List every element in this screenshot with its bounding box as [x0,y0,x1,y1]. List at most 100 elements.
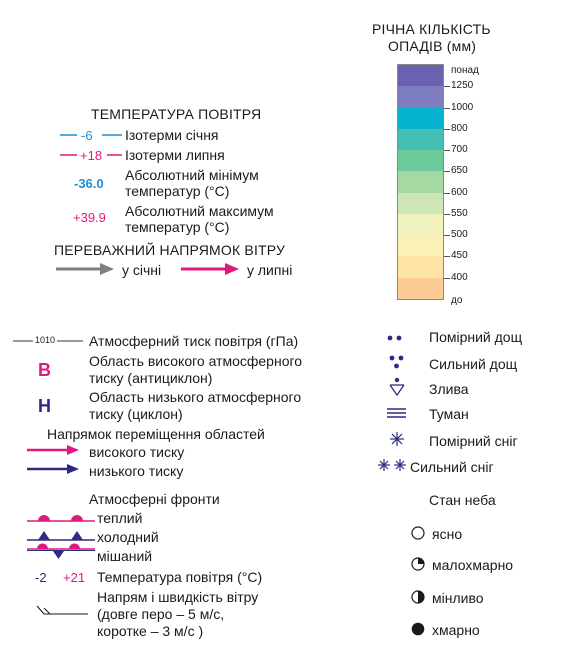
mixed-front-label: мішаний [97,548,153,564]
precip-band [398,150,443,172]
july-isotherm-icon [60,154,122,156]
precip-band [398,65,443,87]
high-movement-label: високого тиску [89,444,185,460]
precip-tick-mark [444,192,450,194]
shower-icon [389,377,405,397]
movement-title: Напрямок переміщення областей [47,426,265,442]
january-wind-label: у січні [122,262,162,278]
three-dots-icon [389,355,404,369]
isobar-label: Атмосферний тиск повітря (гПа) [89,333,299,349]
wind-title: ПЕРЕВАЖНИЙ НАПРЯМОК ВІТРУ [54,242,286,258]
clear-sky-label: ясно [432,526,463,542]
overcast-icon [411,622,425,636]
precip-tick-label: 550 [451,207,468,219]
precip-band [398,235,443,257]
precip-band [398,277,443,300]
precip-band [398,192,443,215]
precip-tick-mark [444,277,450,279]
absolute-maximum-line2: температур (°С) [125,219,230,235]
variable-cloud-icon [411,590,425,604]
wind-barb-line3: коротке – 3 м/с ) [97,623,204,639]
precip-color-scale [397,64,444,300]
shower-label: Злива [429,381,469,397]
overcast-label: хмарно [432,622,480,638]
precip-band [398,107,443,130]
precip-tick-mark [444,128,450,130]
partly-cloudy-icon [411,557,425,571]
warm-front-icon [27,515,95,522]
july-wind-arrow-icon [181,263,239,275]
january-isotherm-icon [60,134,122,136]
absolute-maximum-line1: Абсолютний максимум [125,203,274,219]
two-dots-icon [387,335,402,341]
january-wind-arrow-icon [56,263,114,275]
precip-tick-label: 800 [451,122,468,134]
precip-tick-mark [444,213,450,215]
moderate-rain-label: Помірний дощ [429,329,523,345]
air-temp-warm-value: +21 [63,570,86,585]
high-pressure-line1: Область високого атмосферного [89,353,303,369]
precip-tick-mark [444,86,450,88]
precip-band [398,256,443,279]
precip-band [398,86,443,109]
isobar-line-icon [13,340,83,342]
july-isotherm-label: Ізотерми липня [125,147,225,163]
absolute-minimum-value: -36.0 [74,176,104,191]
high-movement-arrow-icon [27,445,79,455]
wind-barb-icon [36,605,88,615]
fog-icon [387,408,406,418]
january-isotherm-value: -6 [81,128,93,143]
precip-tick-mark [444,150,450,152]
wind-barb-line1: Напрям і швидкість вітру [97,589,259,605]
precip-tick-mark [444,107,450,109]
precip-band [398,171,443,194]
high-pressure-line2: тиску (антициклон) [89,370,213,386]
snowflake-icon [390,432,404,446]
clear-sky-icon [411,526,425,540]
absolute-minimum-line2: температур (°С) [125,183,230,199]
absolute-maximum-value: +39.9 [73,210,106,225]
sky-title: Стан неба [429,492,496,508]
double-snowflake-icon [378,459,406,471]
air-temp-cold-value: -2 [35,570,47,585]
july-isotherm-value: +18 [80,148,103,163]
air-temp-label: Температура повітря (°С) [97,569,263,585]
precip-tick-label: 700 [451,144,468,156]
precip-tick-label: 650 [451,165,468,177]
precip-tick-mark [444,171,450,173]
precip-band [398,128,443,151]
isobar-value: 1010 [35,335,56,345]
low-pressure-symbol: Н [38,396,51,416]
low-movement-arrow-icon [27,464,79,474]
high-pressure-symbol: В [38,360,51,380]
precip-title-line2: ОПАДІВ (мм) [388,38,477,54]
precip-bottom-label: до [451,295,463,306]
january-isotherm-label: Ізотерми січня [125,127,219,143]
precip-tick-label: 1000 [451,101,474,113]
cold-front-label: холодний [97,529,159,545]
precip-tick-label: 450 [451,250,468,262]
wind-barb-line2: (довге перо – 5 м/с, [97,606,225,622]
temperature-title: ТЕМПЕРАТУРА ПОВІТРЯ [91,106,262,122]
partly-cloudy-label: малохмарно [432,557,514,573]
moderate-snow-label: Помірний сніг [429,433,518,449]
precip-tick-label: 400 [451,271,468,283]
cold-front-icon [27,531,95,541]
precip-tick-label: 500 [451,229,468,241]
mixed-front-icon [27,543,95,559]
precip-top-label: понад [451,65,479,76]
precip-tick-label: 1250 [451,80,474,92]
warm-front-label: теплий [97,510,143,526]
heavy-rain-label: Сильний дощ [429,356,518,372]
july-wind-label: у липні [247,262,293,278]
heavy-snow-label: Сильний сніг [410,459,494,475]
precip-tick-mark [444,235,450,237]
precip-band [398,213,443,236]
low-pressure-line1: Область низького атмосферного [89,389,302,405]
precip-tick-mark [444,256,450,258]
fronts-title: Атмосферні фронти [89,491,220,507]
precip-title-line1: РІЧНА КІЛЬКІСТЬ [372,21,491,37]
fog-label: Туман [429,406,469,422]
variable-cloud-label: мінливо [432,590,484,606]
low-movement-label: низького тиску [89,463,184,479]
